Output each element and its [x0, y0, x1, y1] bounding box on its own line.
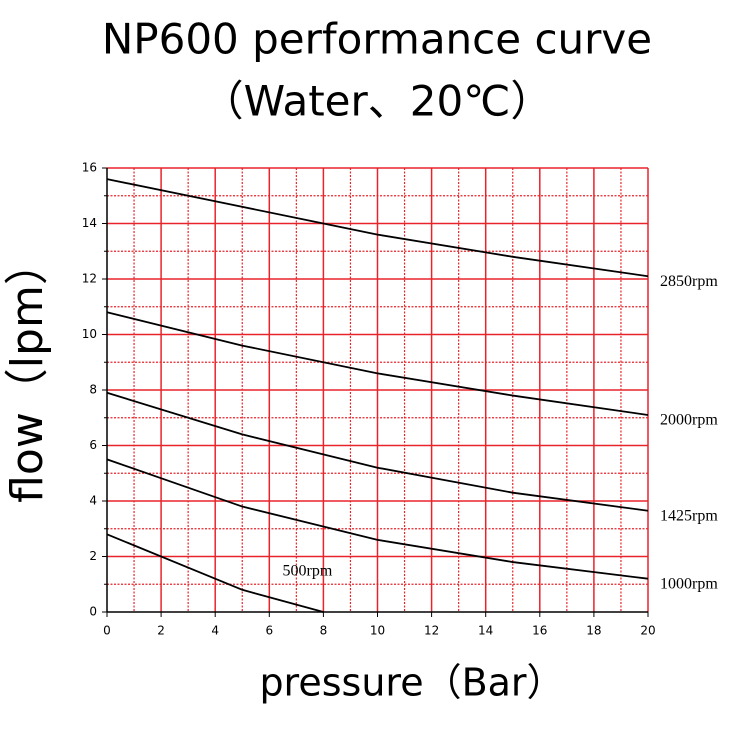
chart-subtitle: （Water、20℃） [202, 77, 553, 126]
series-line [106, 178, 649, 278]
x-tick-label: 20 [640, 624, 655, 638]
y-tick-label: 4 [89, 494, 97, 508]
y-tick-label: 2 [89, 549, 97, 563]
y-tick-label: 0 [89, 605, 97, 619]
y-tick-label: 6 [89, 438, 97, 452]
x-tick-label: 4 [211, 624, 219, 638]
y-tick-label: 8 [89, 383, 97, 397]
series-line [106, 533, 324, 613]
x-tick-label: 10 [370, 624, 385, 638]
chart-title: NP600 performance curve [102, 15, 652, 64]
series-label: 500rpm [283, 563, 333, 580]
x-tick-label: 0 [103, 624, 111, 638]
series-line [106, 311, 649, 416]
series-label: 1425rpm [660, 507, 718, 524]
x-tick-label: 16 [532, 624, 547, 638]
x-axis-label: pressure（Bar） [259, 661, 564, 705]
x-tick-label: 18 [586, 624, 601, 638]
series-label: 2000rpm [660, 412, 718, 429]
x-tick-label: 12 [424, 624, 439, 638]
y-axis-label: flow（lpm） [2, 241, 53, 503]
y-tick-label: 12 [82, 272, 97, 286]
series-label: 1000rpm [660, 575, 718, 592]
y-tick-label: 14 [82, 216, 97, 230]
x-tick-label: 14 [478, 624, 493, 638]
series-line [106, 458, 649, 580]
x-tick-label: 8 [320, 624, 328, 638]
y-tick-label: 16 [82, 161, 97, 175]
series-line [106, 391, 649, 512]
x-tick-label: 2 [157, 624, 165, 638]
y-tick-label: 10 [82, 327, 97, 341]
x-tick-label: 6 [265, 624, 273, 638]
series-label: 2850rpm [660, 273, 718, 290]
